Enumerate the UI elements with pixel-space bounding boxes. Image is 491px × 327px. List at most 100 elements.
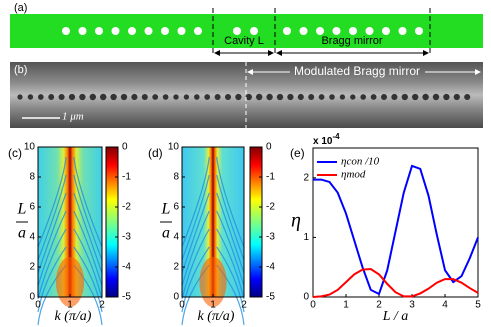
hole xyxy=(235,93,242,101)
y-tick-label: 6 xyxy=(173,202,179,213)
mode-line xyxy=(73,156,103,248)
y-tick-label: 4 xyxy=(173,232,179,243)
hole xyxy=(432,93,440,101)
panel-label: (d) xyxy=(148,146,163,160)
mode-line xyxy=(216,192,245,274)
hole xyxy=(37,94,44,100)
y-axis-label: η xyxy=(291,210,301,232)
hole xyxy=(224,93,232,101)
hole xyxy=(318,94,325,100)
hole xyxy=(204,94,211,100)
hole xyxy=(349,27,357,35)
y-tick-label: 6 xyxy=(29,202,35,213)
y-tick-label: 10 xyxy=(24,142,36,153)
colorbar xyxy=(249,146,263,298)
mode-line xyxy=(216,156,245,248)
hole xyxy=(141,93,148,101)
y-axis-label: a xyxy=(18,225,26,242)
x-tick-label: 2 xyxy=(376,300,382,311)
hot-region xyxy=(199,257,227,307)
mode-line xyxy=(216,174,245,261)
hole xyxy=(283,27,291,35)
x-tick-label: 3 xyxy=(409,300,415,311)
y-tick-label: 8 xyxy=(173,172,179,183)
hole xyxy=(443,93,450,101)
hole xyxy=(111,27,120,35)
line-series xyxy=(312,267,479,298)
hole xyxy=(194,94,200,100)
y-axis-label: L xyxy=(17,201,27,218)
mode-line xyxy=(73,228,103,300)
hole xyxy=(214,94,221,100)
hole xyxy=(68,93,76,101)
mode-line xyxy=(73,246,103,313)
legend-label: ηcon /10 xyxy=(341,156,380,168)
hole xyxy=(173,94,179,100)
hole xyxy=(316,27,324,35)
y-tick-label: 2 xyxy=(303,172,309,183)
y-multiplier: x 10-4 xyxy=(313,132,340,147)
mode-line xyxy=(37,174,67,261)
frame xyxy=(312,147,479,298)
mirror-label: Bragg mirror xyxy=(321,35,382,47)
colorbar-tick-label: 0 xyxy=(266,142,272,153)
mode-line xyxy=(37,156,67,248)
x-tick-label: 1 xyxy=(343,300,349,311)
hole xyxy=(453,93,460,101)
hole xyxy=(350,94,356,100)
colorbar-tick-label: -2 xyxy=(266,202,275,213)
y-tick-label: 2 xyxy=(173,262,179,273)
colorbar-tick-label: -5 xyxy=(266,292,275,303)
y-tick-label: 0 xyxy=(303,292,309,303)
mode-line xyxy=(181,192,210,274)
x-tick-label: 1 xyxy=(67,300,73,311)
y-multiplier-base: x 10 xyxy=(313,136,333,147)
mode-line xyxy=(37,210,67,287)
hole xyxy=(144,27,153,35)
hole xyxy=(297,93,304,101)
hole xyxy=(250,27,258,35)
y-tick-label: 0 xyxy=(29,292,35,303)
hole xyxy=(370,94,377,100)
mirror-label: Modulated Bragg mirror xyxy=(294,64,420,78)
hole xyxy=(58,93,65,101)
mode-line xyxy=(37,192,67,274)
hole xyxy=(329,94,335,100)
colorbar-tick-label: -3 xyxy=(122,232,131,243)
hole xyxy=(365,27,374,35)
x-tick-label: 0 xyxy=(179,300,185,311)
mode-line xyxy=(181,246,210,313)
colorbar-tick-label: -4 xyxy=(122,262,131,273)
y-tick-label: 0 xyxy=(173,292,179,303)
hole xyxy=(48,94,55,100)
hole xyxy=(95,27,103,35)
x-tick-label: 2 xyxy=(99,300,105,311)
colorbar xyxy=(105,146,119,298)
x-tick-label: 4 xyxy=(442,300,448,311)
hole xyxy=(27,94,34,100)
dividers xyxy=(212,8,431,56)
mode-line xyxy=(37,228,67,300)
hole xyxy=(245,93,252,101)
hole xyxy=(62,27,70,35)
hole xyxy=(422,93,429,101)
hole xyxy=(398,27,407,35)
mode-line xyxy=(73,192,103,274)
hole xyxy=(308,94,315,100)
hole xyxy=(152,94,159,100)
hole xyxy=(79,93,86,101)
hole xyxy=(78,27,87,35)
mode-line xyxy=(181,228,210,300)
x-tick-label: 0 xyxy=(35,300,41,311)
x-axis-label: k (π/a) xyxy=(55,309,92,324)
hole xyxy=(256,93,263,101)
colorbar-tick-label: -3 xyxy=(266,232,275,243)
hole xyxy=(391,93,398,101)
hole xyxy=(360,94,366,100)
hole xyxy=(266,93,273,101)
hole xyxy=(162,94,169,100)
hole xyxy=(183,94,190,100)
mode-line xyxy=(216,210,245,287)
y-axis-label: a xyxy=(162,225,170,242)
mode-line xyxy=(181,174,210,261)
